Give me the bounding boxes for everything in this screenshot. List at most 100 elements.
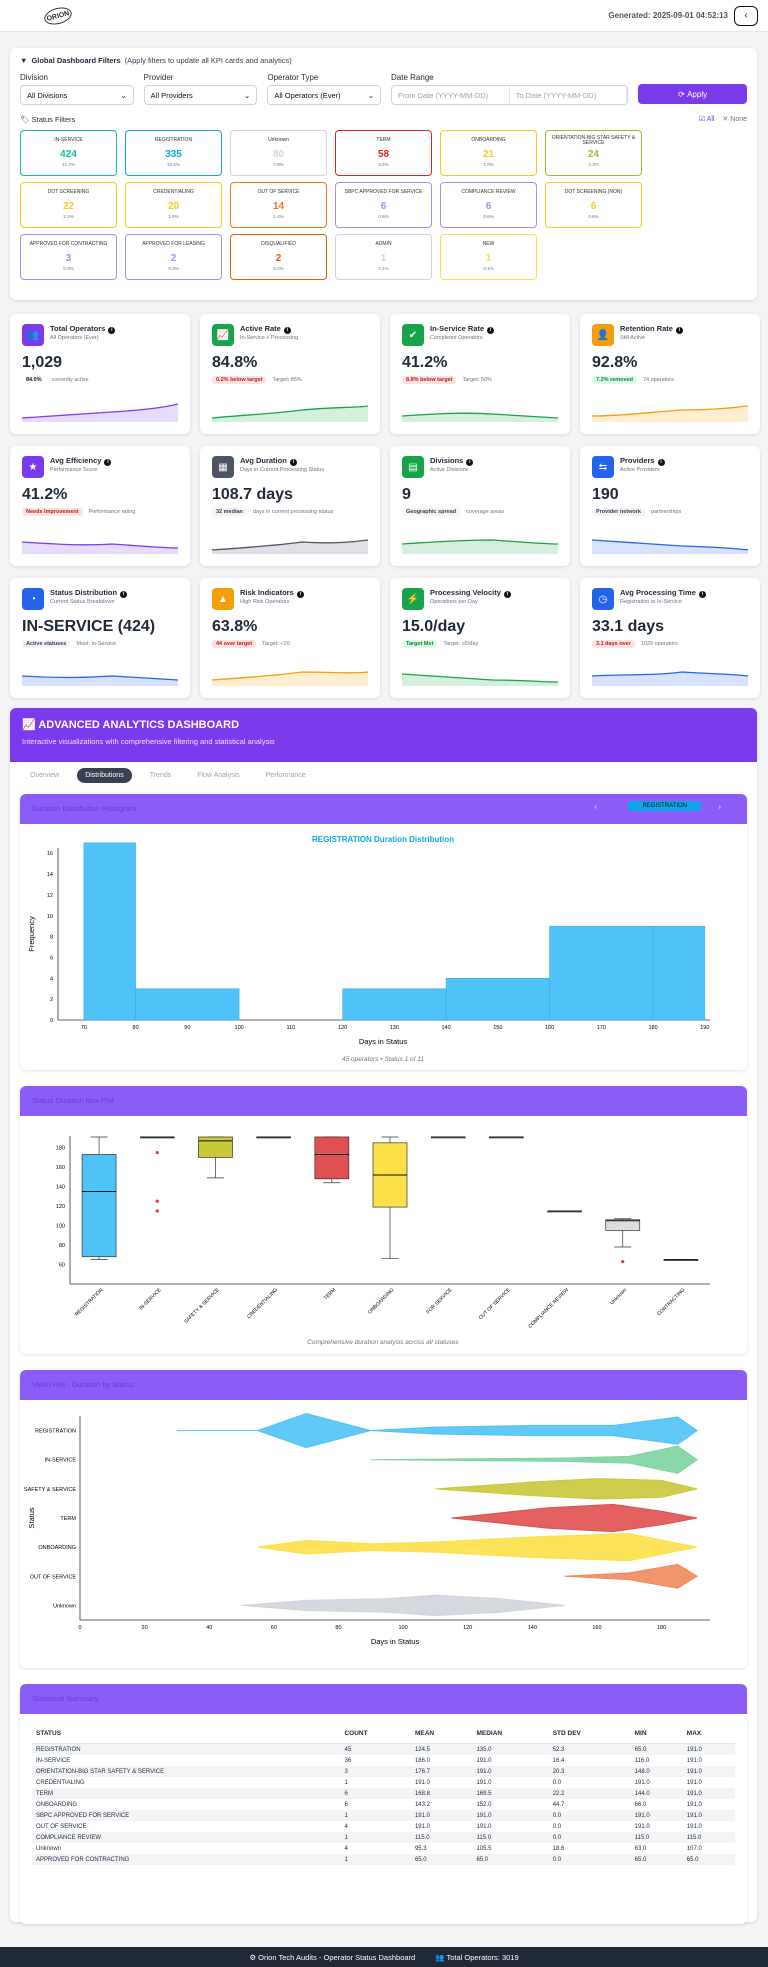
prev-status-button[interactable]: ‹ bbox=[594, 802, 598, 811]
select-all-link[interactable]: ☑ All bbox=[698, 116, 715, 123]
kpi-note: 74 operators bbox=[643, 377, 674, 383]
y-tick-label: SAFETY & SERVICE bbox=[24, 1487, 76, 1493]
table-row: CREDENTIALING 1 191.0 191.0 0.0 191.0 191.0 bbox=[32, 1777, 735, 1788]
kpi-card[interactable]: 👥 Total Operators i All Operators (Ever) 1,… bbox=[10, 314, 190, 434]
table-cell: 115.0 bbox=[630, 1832, 683, 1843]
column-header[interactable]: MAX bbox=[682, 1724, 735, 1744]
to-date-input[interactable]: To Date (YYYY-MM-DD) bbox=[510, 86, 628, 104]
kpi-value: 9 bbox=[402, 486, 411, 503]
info-icon[interactable]: i bbox=[108, 327, 116, 334]
status-card-pct: 41.2% bbox=[62, 162, 75, 167]
status-card[interactable]: DOT SCREENING (NON) 6 0.6% bbox=[545, 182, 642, 228]
tab-overview[interactable]: Overview bbox=[30, 772, 60, 779]
apply-button[interactable]: ⟳ Apply bbox=[638, 84, 747, 104]
status-card[interactable]: DISQUALIFIED 2 0.2% bbox=[230, 234, 327, 280]
y-tick-label: 4 bbox=[50, 976, 53, 982]
column-header[interactable]: COUNT bbox=[340, 1724, 411, 1744]
table-cell: 20.3 bbox=[548, 1766, 631, 1777]
status-card[interactable]: Unknown 80 7.8% bbox=[230, 130, 327, 176]
provider-select[interactable]: All Providers ⌄ bbox=[143, 85, 258, 105]
sparkline-line bbox=[402, 673, 558, 683]
status-card[interactable]: SBPC APPROVED FOR SERVICE 6 0.6% bbox=[335, 182, 432, 228]
kpi-sparkline bbox=[22, 541, 178, 554]
tab-performance[interactable]: Performance bbox=[265, 772, 306, 779]
kpi-card[interactable]: ⚡ Processing Velocity i Operations per Day … bbox=[390, 578, 570, 698]
status-card[interactable]: NEW 1 0.1% bbox=[440, 234, 537, 280]
tab-trends[interactable]: Trends bbox=[149, 772, 172, 779]
status-selector-badge[interactable]: REGISTRATION bbox=[628, 801, 701, 811]
table-cell: 0.0 bbox=[552, 1823, 562, 1830]
select-none-link[interactable]: ✕ None bbox=[722, 116, 747, 123]
status-card[interactable]: ORIENTATION-BIG STAR SAFETY & SERVICE 24 2… bbox=[545, 130, 642, 176]
info-icon[interactable]: i bbox=[487, 327, 495, 334]
status-card-pct: 2.1% bbox=[63, 214, 74, 219]
status-card[interactable]: CREDENTIALING 20 1.9% bbox=[125, 182, 222, 228]
info-icon[interactable]: i bbox=[698, 591, 706, 598]
column-header[interactable]: MEAN bbox=[410, 1724, 473, 1744]
tab-flow-analysis[interactable]: Flow Analysis bbox=[197, 772, 240, 779]
column-header[interactable]: MEDIAN bbox=[472, 1724, 549, 1744]
status-card[interactable]: IN-SERVICE 424 41.2% bbox=[20, 130, 117, 176]
status-card[interactable]: OUT OF SERVICE 14 1.4% bbox=[230, 182, 327, 228]
kpi-subtitle: Still Active bbox=[620, 335, 646, 341]
info-icon[interactable]: i bbox=[675, 327, 683, 334]
info-icon[interactable]: i bbox=[283, 327, 291, 334]
table-row: TERM 6 168.8 169.5 22.2 144.0 191.0 bbox=[32, 1788, 735, 1799]
kpi-note: Most: In-Service bbox=[76, 641, 117, 647]
table-cell: 191.0 bbox=[634, 1779, 650, 1786]
clock-icon: ◷ bbox=[592, 588, 614, 610]
kpi-subtitle: Active Divisions bbox=[430, 467, 469, 473]
kpi-card[interactable]: ✔ In-Service Rate i Completed Operators 41.… bbox=[390, 314, 570, 434]
column-header[interactable]: STD DEV bbox=[548, 1724, 631, 1744]
kpi-title: Processing Velocity bbox=[430, 588, 501, 597]
next-status-button[interactable]: › bbox=[718, 802, 722, 811]
status-cards-grid: IN-SERVICE 424 41.2% REGISTRATION 335 32.6% Un… bbox=[20, 130, 747, 280]
kpi-card[interactable]: ▲ Risk Indicators i High Risk Operators 63.… bbox=[200, 578, 380, 698]
kpi-card[interactable]: ▤ Divisions i Active Divisions 9 Geographic… bbox=[390, 446, 570, 566]
x-tick-label: IN-SERVICE bbox=[138, 1287, 163, 1312]
status-card[interactable]: COMPLIANCE REVIEW 6 0.6% bbox=[440, 182, 537, 228]
status-card[interactable]: REGISTRATION 335 32.6% bbox=[125, 130, 222, 176]
kpi-card[interactable]: 📈 Active Rate i In-Service + Processing 84.… bbox=[200, 314, 380, 434]
tab-distributions[interactable]: Distributions bbox=[77, 768, 132, 783]
info-icon[interactable]: i bbox=[289, 459, 297, 466]
status-card[interactable]: ONBOARDING 21 2.0% bbox=[440, 130, 537, 176]
sparkline-line bbox=[212, 405, 368, 419]
filters-panel: ▼ Global Dashboard Filters (Apply filters … bbox=[10, 48, 757, 300]
kpi-card[interactable]: ★ Avg Efficiency i Performance Score 41.2% … bbox=[10, 446, 190, 566]
table-cell: 191.0 bbox=[414, 1823, 430, 1830]
table-cell: 16.4 bbox=[552, 1757, 565, 1764]
x-tick-label: CREDENTIALING bbox=[246, 1287, 279, 1320]
status-card[interactable]: APPROVED FOR CONTRACTING 3 0.3% bbox=[20, 234, 117, 280]
kpi-card[interactable]: 👤 Retention Rate i Still Active 92.8% 7.2% … bbox=[580, 314, 760, 434]
info-icon[interactable]: i bbox=[104, 459, 112, 466]
kpi-card[interactable]: ⇆ Providers i Active Providers 190 Provider… bbox=[580, 446, 760, 566]
kpi-badge: 44 over target bbox=[212, 640, 257, 648]
x-tick-label: REGISTRATION bbox=[74, 1287, 105, 1318]
info-icon[interactable]: i bbox=[120, 591, 128, 598]
column-header[interactable]: STATUS bbox=[32, 1724, 341, 1744]
info-icon[interactable]: i bbox=[466, 459, 474, 466]
sparkline-area bbox=[212, 406, 368, 422]
y-tick-label: 0 bbox=[50, 1018, 53, 1024]
info-icon[interactable]: i bbox=[296, 591, 304, 598]
column-header[interactable]: MIN bbox=[630, 1724, 683, 1744]
optype-select[interactable]: All Operators (Ever) ⌄ bbox=[267, 85, 382, 105]
box bbox=[605, 1219, 641, 1231]
histogram-bar bbox=[549, 925, 654, 1021]
status-card[interactable]: APPROVED FOR LEASING 2 0.2% bbox=[125, 234, 222, 280]
kpi-card[interactable]: ◔ Status Distribution i Current Status Brea… bbox=[10, 578, 190, 698]
kpi-card[interactable]: ◷ Avg Processing Time i Registration to In-… bbox=[580, 578, 760, 698]
status-card[interactable]: DOT SCREENING 22 2.1% bbox=[20, 182, 117, 228]
from-date-input[interactable]: From Date (YYYY-MM-DD) bbox=[392, 86, 510, 104]
status-card[interactable]: ADMIN 1 0.1% bbox=[335, 234, 432, 280]
info-icon[interactable]: i bbox=[503, 591, 511, 598]
status-card-pct: 1.4% bbox=[273, 214, 284, 219]
status-card[interactable]: TERM 58 5.6% bbox=[335, 130, 432, 176]
info-icon[interactable]: i bbox=[657, 459, 665, 466]
x-tick-label: 60 bbox=[271, 1625, 277, 1631]
boxplot-chart: 60 80 100 120 140 160 180 REGISTRATION IN-SERVIC… bbox=[56, 1136, 710, 1346]
kpi-card[interactable]: ▦ Avg Duration i Days in Current Processing… bbox=[200, 446, 380, 566]
division-select[interactable]: All Divisions ⌄ bbox=[20, 85, 134, 105]
collapse-button[interactable]: ‹ bbox=[734, 5, 758, 26]
